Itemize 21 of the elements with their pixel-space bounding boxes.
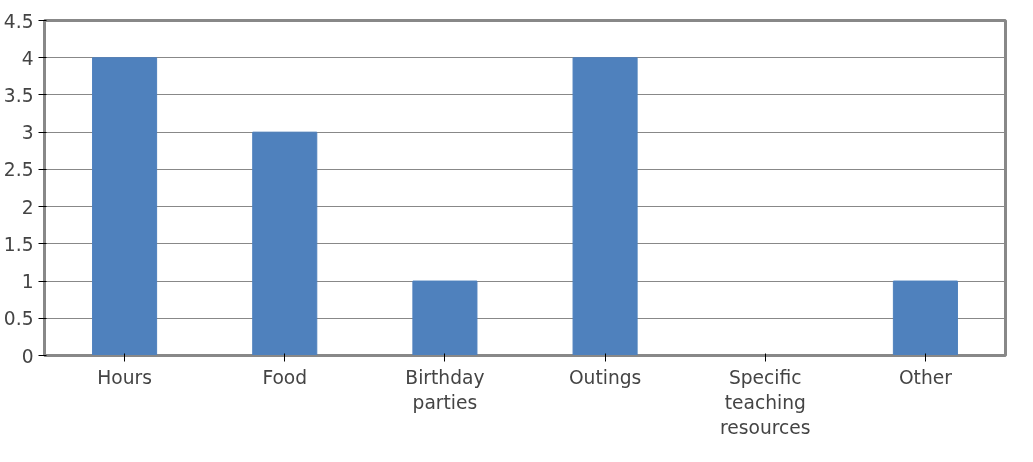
y-tick-label: 4 bbox=[21, 47, 34, 69]
bar bbox=[412, 280, 478, 356]
y-tick-label: 3 bbox=[21, 122, 34, 144]
y-tick-label: 2.5 bbox=[3, 159, 34, 181]
x-tick-label: Specific teaching resources bbox=[720, 366, 811, 438]
x-tick-label: Outings bbox=[568, 366, 642, 388]
bar bbox=[892, 280, 958, 356]
y-tick-label: 1.5 bbox=[3, 233, 34, 255]
x-tick-label: Food bbox=[262, 366, 308, 388]
bar bbox=[252, 131, 318, 356]
y-tick-label: 3.5 bbox=[3, 84, 34, 106]
x-tick-label: Birthday parties bbox=[405, 366, 485, 413]
y-tick-label: 0 bbox=[21, 345, 34, 367]
x-tick-label: Other bbox=[898, 366, 953, 388]
y-tick-label: 2 bbox=[21, 196, 34, 218]
y-tick-label: 0.5 bbox=[3, 308, 34, 330]
bar bbox=[92, 57, 158, 356]
x-tick-label: Hours bbox=[97, 366, 152, 388]
bar bbox=[572, 57, 638, 356]
y-tick-label: 1 bbox=[21, 271, 34, 293]
y-tick-label: 4.5 bbox=[3, 10, 34, 32]
